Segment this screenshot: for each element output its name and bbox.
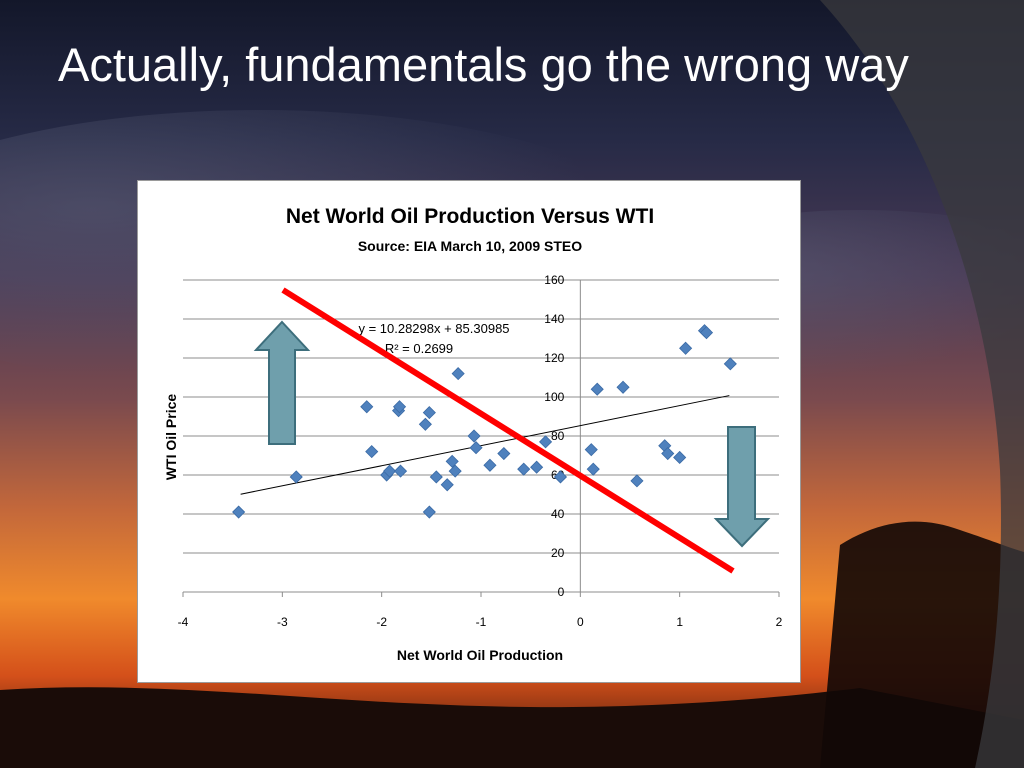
- data-points: [232, 324, 737, 519]
- data-point: [429, 470, 443, 484]
- data-point: [365, 445, 379, 459]
- x-tick-label: -3: [277, 615, 288, 629]
- x-tick-label: 2: [776, 615, 783, 629]
- chart-subtitle: Source: EIA March 10, 2009 STEO: [358, 238, 582, 254]
- data-point: [673, 450, 687, 465]
- data-point: [451, 367, 465, 381]
- data-point: [422, 505, 436, 519]
- x-tick-label: -2: [376, 615, 387, 629]
- data-point: [483, 458, 497, 472]
- trendline-r-squared: R² = 0.2699: [385, 341, 453, 356]
- data-point: [517, 462, 531, 476]
- data-point: [616, 380, 630, 394]
- y-tick-label: 40: [551, 507, 565, 521]
- data-point: [586, 462, 600, 476]
- trendline-equation: y = 10.28298x + 85.30985: [358, 321, 509, 336]
- data-point: [440, 478, 454, 492]
- data-point: [530, 460, 544, 474]
- data-point: [445, 454, 459, 468]
- data-point: [422, 406, 436, 420]
- data-point: [539, 435, 553, 449]
- y-tick-label: 140: [544, 312, 564, 326]
- y-axis-label: WTI Oil Price: [163, 394, 179, 481]
- data-point: [232, 505, 246, 519]
- y-tick-label: 100: [544, 390, 564, 404]
- data-point: [584, 443, 598, 457]
- y-tick-label: 120: [544, 351, 564, 365]
- data-point: [723, 357, 737, 371]
- data-point: [497, 446, 511, 461]
- x-tick-label: 0: [577, 615, 584, 629]
- data-point: [418, 417, 432, 431]
- trendline: [240, 395, 730, 495]
- chart-canvas: Net World Oil Production Versus WTI Sour…: [163, 205, 783, 663]
- data-point: [360, 400, 374, 414]
- data-point: [289, 470, 303, 484]
- data-point: [679, 341, 693, 355]
- x-tick-label: -1: [476, 615, 487, 629]
- trendline-group: [240, 395, 730, 495]
- y-tick-label: 0: [558, 585, 565, 599]
- slide-title: Actually, fundamentals go the wrong way: [58, 38, 909, 91]
- data-point: [630, 474, 644, 488]
- y-tick-label: 160: [544, 273, 564, 287]
- chart-panel: Net World Oil Production Versus WTI Sour…: [137, 180, 801, 683]
- chart-title: Net World Oil Production Versus WTI: [286, 205, 654, 228]
- x-axis-label: Net World Oil Production: [397, 647, 563, 663]
- x-tick-label: -4: [178, 615, 189, 629]
- data-point: [590, 382, 604, 396]
- x-tick-label: 1: [676, 615, 683, 629]
- data-point: [469, 441, 483, 455]
- data-point: [467, 429, 481, 443]
- y-tick-label: 20: [551, 546, 565, 560]
